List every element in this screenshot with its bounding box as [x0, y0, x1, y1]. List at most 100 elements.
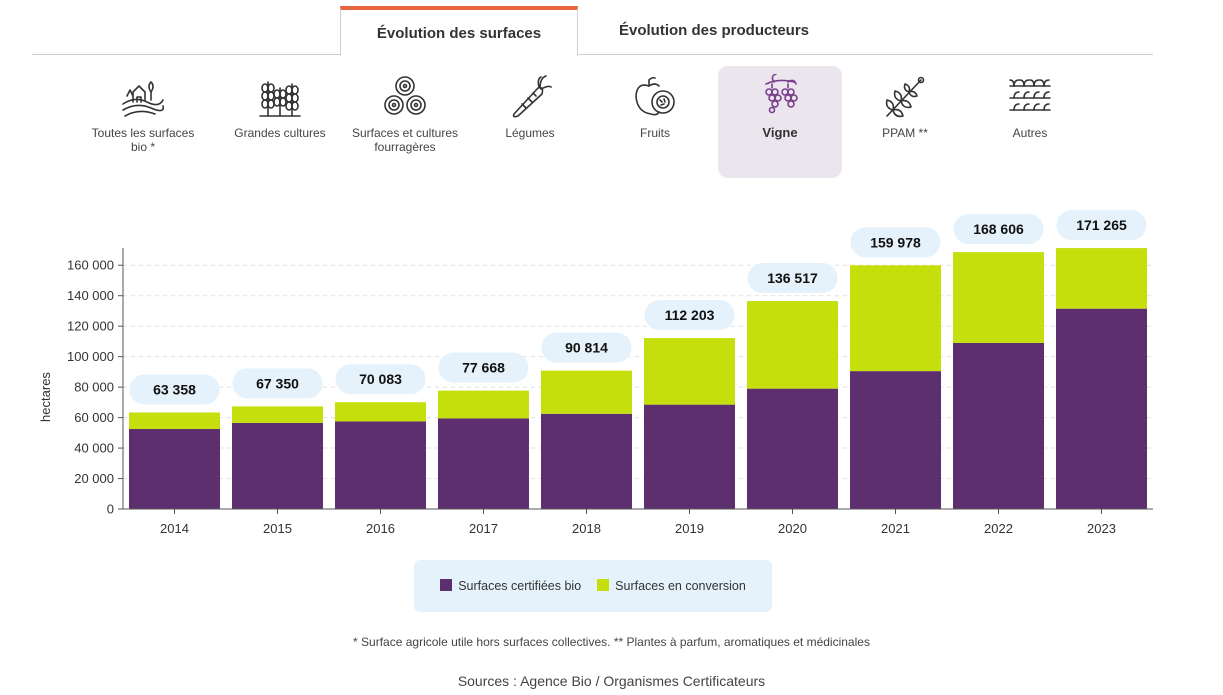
category-fruits[interactable]: Fruits — [593, 66, 717, 178]
total-label: 63 358 — [153, 381, 196, 397]
wheat-icon — [259, 81, 301, 117]
total-bubble — [953, 214, 1044, 245]
data-labels: 63 358 67 350 70 083 77 668 90 814 112 203 136… — [129, 210, 1147, 405]
y-tick-label: 160 000 — [67, 258, 114, 273]
chart-legend: Surfaces certifiées bio Surfaces en conv… — [414, 560, 772, 612]
bar-conversion-2015 — [232, 406, 323, 423]
legend-item-certified: Surfaces certifiées bio — [440, 579, 581, 593]
bars — [129, 248, 1147, 509]
hay-bales-icon — [384, 76, 426, 115]
y-axis-label: hectares — [38, 372, 53, 422]
category-label: Toutes les surfaces bio * — [91, 126, 195, 154]
carrot-icon — [512, 75, 552, 118]
x-tick-label: 2018 — [572, 521, 601, 536]
tab-evolution-producteurs[interactable]: Évolution des producteurs — [618, 22, 810, 39]
y-tick-label: 0 — [107, 502, 114, 517]
bar-certified-2023 — [1056, 308, 1147, 509]
farm-icon — [122, 81, 165, 117]
category-legumes[interactable]: Légumes — [468, 66, 592, 178]
bar-conversion-2020 — [747, 301, 838, 389]
herb-icon — [885, 76, 925, 118]
total-bubble — [232, 368, 323, 399]
fruits-icon — [635, 76, 675, 116]
category-label: Autres — [1012, 126, 1048, 140]
y-tick-label: 140 000 — [67, 288, 114, 303]
bar-conversion-2018 — [541, 370, 632, 414]
category-fourrageres[interactable]: Surfaces et cultures fourragères — [343, 66, 467, 178]
x-tick-label: 2014 — [160, 521, 189, 536]
category-label: Légumes — [505, 126, 555, 140]
category-label: Surfaces et cultures fourragères — [351, 126, 459, 154]
bar-conversion-2014 — [129, 412, 220, 430]
bar-certified-2019 — [644, 404, 735, 509]
total-bubble — [1056, 210, 1147, 241]
legend-swatch-certified — [440, 579, 453, 591]
legend-swatch-conversion — [597, 579, 610, 591]
bar-certified-2021 — [850, 371, 941, 509]
legend-item-conversion: Surfaces en conversion — [597, 579, 746, 593]
bar-certified-2014 — [129, 429, 220, 509]
total-label: 136 517 — [767, 270, 818, 286]
bar-conversion-2023 — [1056, 248, 1147, 309]
bar-certified-2020 — [747, 388, 838, 509]
legend-label-certified: Surfaces certifiées bio — [458, 579, 582, 593]
tab-bar: Évolution des surfaces Évolution des pro… — [32, 6, 1153, 56]
grapes-icon — [765, 74, 798, 114]
footnote: * Surface agricole utile hors surfaces c… — [353, 635, 870, 649]
total-bubble — [850, 227, 941, 258]
total-bubble — [747, 263, 838, 294]
x-tick-label: 2023 — [1087, 521, 1116, 536]
category-label: Grandes cultures — [234, 126, 326, 140]
total-label: 70 083 — [359, 371, 402, 387]
bar-conversion-2022 — [953, 252, 1044, 343]
total-bubble — [644, 300, 735, 331]
total-label: 168 606 — [973, 221, 1024, 237]
category-toutes-surfaces[interactable]: Toutes les surfaces bio * — [81, 66, 205, 178]
tab-evolution-surfaces[interactable]: Évolution des surfaces — [340, 6, 578, 56]
x-tick-label: 2020 — [778, 521, 807, 536]
category-label: Fruits — [640, 126, 670, 140]
legend-label-conversion: Surfaces en conversion — [615, 579, 746, 593]
x-tick-label: 2022 — [984, 521, 1013, 536]
category-ppam[interactable]: PPAM ** — [843, 66, 967, 178]
x-tick-label: 2021 — [881, 521, 910, 536]
bar-conversion-2021 — [850, 265, 941, 372]
category-label: Vigne — [762, 125, 798, 140]
x-tick-label: 2019 — [675, 521, 704, 536]
bar-conversion-2019 — [644, 338, 735, 405]
bar-certified-2016 — [335, 421, 426, 509]
x-tick-label: 2016 — [366, 521, 395, 536]
total-bubble — [335, 364, 426, 395]
bar-certified-2017 — [438, 418, 529, 509]
total-label: 90 814 — [565, 340, 608, 356]
total-bubble — [438, 352, 529, 383]
rows-plants-icon — [1009, 79, 1051, 111]
y-tick-label: 20 000 — [74, 471, 114, 486]
category-grandes-cultures[interactable]: Grandes cultures — [218, 66, 342, 178]
total-label: 171 265 — [1076, 217, 1127, 233]
axes: 0 20 000 40 000 60 000 80 000 100 000 120 000 1… — [67, 248, 1153, 536]
x-tick-label: 2015 — [263, 521, 292, 536]
total-label: 159 978 — [870, 234, 921, 250]
category-label: PPAM ** — [882, 126, 928, 140]
total-bubble — [129, 374, 220, 405]
y-tick-label: 80 000 — [74, 380, 114, 395]
bar-conversion-2016 — [335, 402, 426, 422]
y-tick-label: 120 000 — [67, 319, 114, 334]
bar-certified-2015 — [232, 422, 323, 509]
bar-certified-2018 — [541, 413, 632, 509]
y-tick-label: 60 000 — [74, 410, 114, 425]
total-label: 77 668 — [462, 360, 505, 376]
y-tick-label: 40 000 — [74, 441, 114, 456]
total-label: 112 203 — [665, 307, 715, 323]
category-autres[interactable]: Autres — [968, 66, 1092, 178]
y-tick-label: 100 000 — [67, 349, 114, 364]
x-tick-label: 2017 — [469, 521, 498, 536]
source-text: Sources : Agence Bio / Organismes Certif… — [457, 673, 766, 689]
total-bubble — [541, 332, 632, 363]
stacked-bar-chart: 63 358 67 350 70 083 77 668 90 814 112 203 136… — [38, 210, 1153, 536]
bar-certified-2022 — [953, 342, 1044, 509]
category-vigne[interactable]: Vigne — [718, 66, 842, 178]
total-label: 67 350 — [256, 375, 299, 391]
bar-conversion-2017 — [438, 390, 529, 419]
